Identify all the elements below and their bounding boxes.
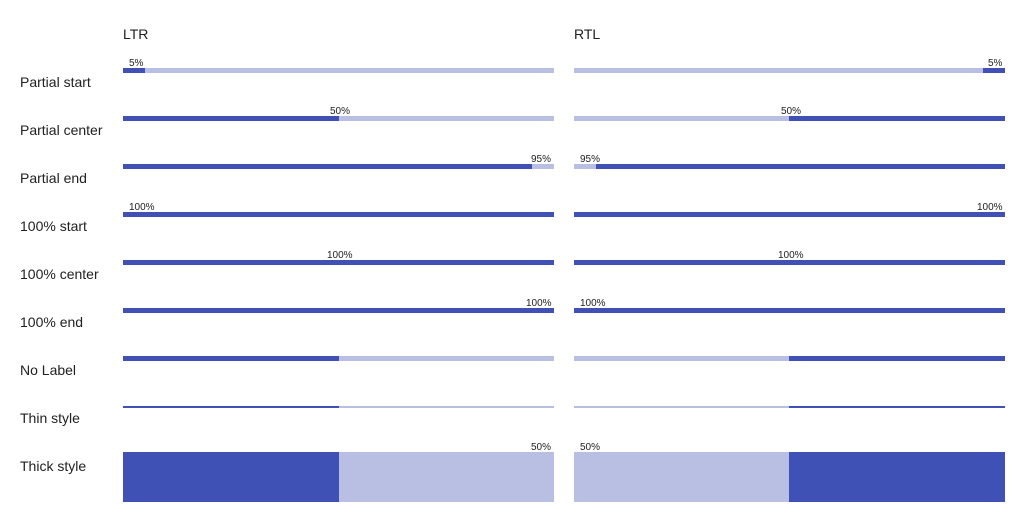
progress-bar-rtl-partial-center — [574, 116, 1005, 121]
progress-fill-ltr-partial-center — [123, 116, 339, 121]
progress-fill-ltr-thick-style — [123, 452, 339, 502]
progress-fill-ltr-thin-style — [123, 406, 339, 408]
row-label-100-center: 100% center — [20, 266, 99, 282]
progress-percent-label-ltr-thick-style: 50% — [531, 442, 552, 453]
row-label-no-label: No Label — [20, 362, 77, 378]
progress-fill-ltr-partial-end — [123, 164, 532, 169]
row-label-100-start: 100% start — [20, 218, 87, 234]
progress-percent-label-rtl-100-start: 100% — [977, 202, 1003, 213]
progress-bar-ltr-100-start — [123, 212, 554, 217]
progress-fill-rtl-thick-style — [789, 452, 1005, 502]
progress-fill-ltr-partial-start — [123, 68, 145, 73]
row-label-100-end: 100% end — [20, 314, 84, 330]
progress-fill-ltr-100-start — [123, 212, 554, 217]
progress-fill-ltr-100-center — [123, 260, 554, 265]
progress-percent-label-rtl-thick-style: 50% — [580, 442, 601, 453]
progress-bar-rtl-no-label — [574, 356, 1005, 361]
row-label-partial-start: Partial start — [20, 74, 91, 90]
progress-percent-label-ltr-partial-start: 5% — [129, 58, 144, 69]
progress-fill-rtl-100-end — [574, 308, 1005, 313]
progress-fill-rtl-partial-start — [983, 68, 1005, 73]
progress-percent-label-ltr-partial-end: 95% — [531, 154, 552, 165]
progress-bar-rtl-100-start — [574, 212, 1005, 217]
progress-bar-ltr-no-label — [123, 356, 554, 361]
progress-bar-rtl-partial-start — [574, 68, 1005, 73]
progress-bar-ltr-partial-start — [123, 68, 554, 73]
progress-percent-label-ltr-partial-center: 50% — [330, 106, 351, 117]
row-label-thin-style: Thin style — [20, 410, 80, 426]
progress-percent-label-rtl-partial-end: 95% — [580, 154, 601, 165]
progress-bar-rtl-partial-end — [574, 164, 1005, 169]
progress-fill-rtl-100-center — [574, 260, 1005, 265]
progress-bar-ltr-partial-center — [123, 116, 554, 121]
row-label-partial-center: Partial center — [20, 122, 103, 138]
progress-fill-rtl-no-label — [789, 356, 1005, 361]
progress-percent-label-rtl-partial-center: 50% — [781, 106, 802, 117]
progress-bar-ltr-thin-style — [123, 406, 554, 408]
progress-percent-label-rtl-100-end: 100% — [580, 298, 606, 309]
progress-bar-ltr-thick-style — [123, 452, 554, 502]
progress-fill-rtl-100-start — [574, 212, 1005, 217]
ltr-column-header: LTR — [123, 26, 149, 42]
progress-fill-rtl-partial-center — [789, 116, 1005, 121]
progress-percent-label-ltr-100-center: 100% — [327, 250, 353, 261]
progress-bar-rtl-thick-style — [574, 452, 1005, 502]
progress-fill-ltr-no-label — [123, 356, 339, 361]
progress-percent-label-rtl-partial-start: 5% — [988, 58, 1003, 69]
row-label-thick-style: Thick style — [20, 458, 87, 474]
rtl-column-header: RTL — [574, 26, 601, 42]
progress-bar-rtl-100-end — [574, 308, 1005, 313]
progress-fill-rtl-thin-style — [789, 406, 1005, 408]
progress-percent-label-rtl-100-center: 100% — [778, 250, 804, 261]
progress-fill-ltr-100-end — [123, 308, 554, 313]
row-label-partial-end: Partial end — [20, 170, 87, 186]
progress-bar-ltr-100-end — [123, 308, 554, 313]
progress-percent-label-ltr-100-start: 100% — [129, 202, 155, 213]
progress-percent-label-ltr-100-end: 100% — [526, 298, 552, 309]
progress-bar-ltr-100-center — [123, 260, 554, 265]
progress-bar-rtl-100-center — [574, 260, 1005, 265]
progress-bar-rtl-thin-style — [574, 406, 1005, 408]
progress-fill-rtl-partial-end — [596, 164, 1005, 169]
progress-bar-ltr-partial-end — [123, 164, 554, 169]
